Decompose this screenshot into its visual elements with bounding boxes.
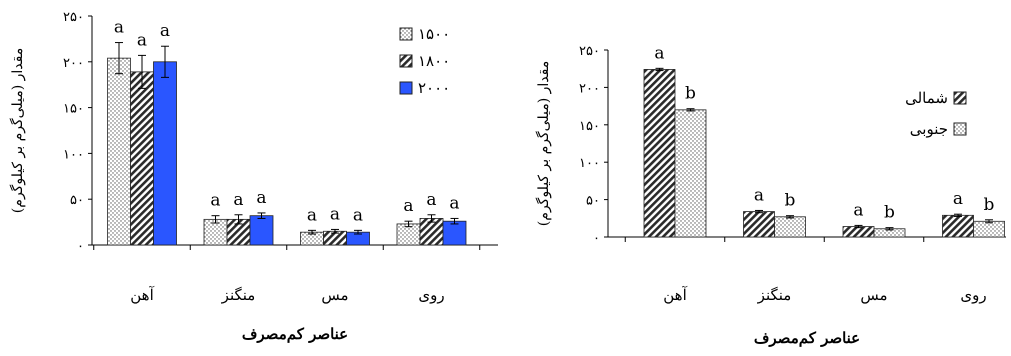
significance-label: b	[685, 84, 696, 104]
bar	[643, 69, 676, 238]
y-axis-label: مقدار (میلی‌گرم بر کیلوگرم)	[535, 61, 552, 226]
y-tick-label: ۵۰	[586, 194, 600, 209]
significance-label: a	[160, 21, 170, 41]
bar	[674, 109, 707, 238]
category-label: مس	[321, 286, 348, 304]
y-axis-label: مقدار (میلی‌گرم بر کیلوگرم)	[9, 48, 26, 213]
category-label: روی	[960, 286, 986, 304]
y-tick-label: ۱۰۰	[579, 156, 600, 171]
bar	[249, 215, 274, 246]
bar	[973, 220, 1005, 238]
category-label: روی	[418, 286, 444, 304]
y-tick-label: ۱۰۰	[63, 147, 84, 162]
legend-swatch	[953, 122, 967, 136]
legend-label: ۱۵۰۰	[418, 25, 450, 43]
category-label: آهن	[130, 286, 154, 304]
significance-label: a	[307, 205, 317, 225]
category-label: مس	[860, 286, 887, 304]
significance-label: a	[654, 43, 664, 63]
x-axis-label: عناصر کم‌مصرف	[242, 325, 348, 343]
bar	[130, 71, 154, 246]
significance-label: a	[953, 189, 963, 209]
y-tick-label: ۱۵۰	[63, 102, 84, 117]
significance-label: b	[984, 195, 995, 215]
legend-label: ۱۸۰۰	[418, 52, 450, 70]
y-tick-label: ۲۵۰	[579, 44, 600, 59]
y-tick-label: ۲۵۰	[63, 10, 84, 25]
legend-label: جنوبی	[910, 120, 948, 138]
category-label: منگنز	[757, 286, 792, 304]
significance-label: a	[403, 196, 413, 216]
bar	[442, 220, 467, 246]
significance-label: b	[884, 203, 895, 223]
significance-label: a	[426, 190, 436, 210]
legend-swatch	[399, 54, 413, 68]
significance-label: a	[114, 18, 124, 38]
significance-label: a	[754, 185, 764, 205]
bar	[774, 216, 806, 238]
y-tick-label: ۰	[593, 231, 600, 246]
bar	[942, 214, 974, 238]
bar	[743, 211, 775, 238]
y-tick-label: ۱۵۰	[579, 119, 600, 134]
significance-label: a	[449, 193, 459, 213]
bar	[107, 57, 131, 246]
legend-swatch	[399, 81, 413, 95]
category-label: منگنز	[221, 286, 256, 304]
significance-label: a	[853, 200, 863, 220]
legend-swatch	[399, 27, 413, 41]
significance-label: b	[785, 191, 796, 211]
significance-label: a	[210, 191, 220, 211]
significance-label: a	[330, 204, 340, 224]
legend-swatch	[953, 91, 967, 105]
chart-right: ۰ ۵۰ ۱۰۰ ۱۵۰ ۲۰۰ ۲۵۰ a b آهن a b منگنز a b مس a b روی مقدا…	[535, 43, 1006, 347]
legend-label: شمالی	[905, 89, 948, 107]
significance-label: a	[256, 188, 266, 208]
y-tick-label: ۵۰	[70, 193, 84, 208]
bar	[153, 61, 177, 246]
y-tick-label: ۲۰۰	[63, 56, 84, 71]
significance-label: a	[233, 190, 243, 210]
y-tick-label: ۲۰۰	[579, 81, 600, 96]
y-tick-label: ۰	[77, 239, 84, 254]
category-label: آهن	[663, 286, 687, 304]
x-axis-label: عناصر کم‌مصرف	[754, 329, 860, 347]
legend-label: ۲۰۰۰	[418, 79, 450, 97]
significance-label: a	[137, 30, 147, 50]
significance-label: a	[353, 205, 363, 225]
